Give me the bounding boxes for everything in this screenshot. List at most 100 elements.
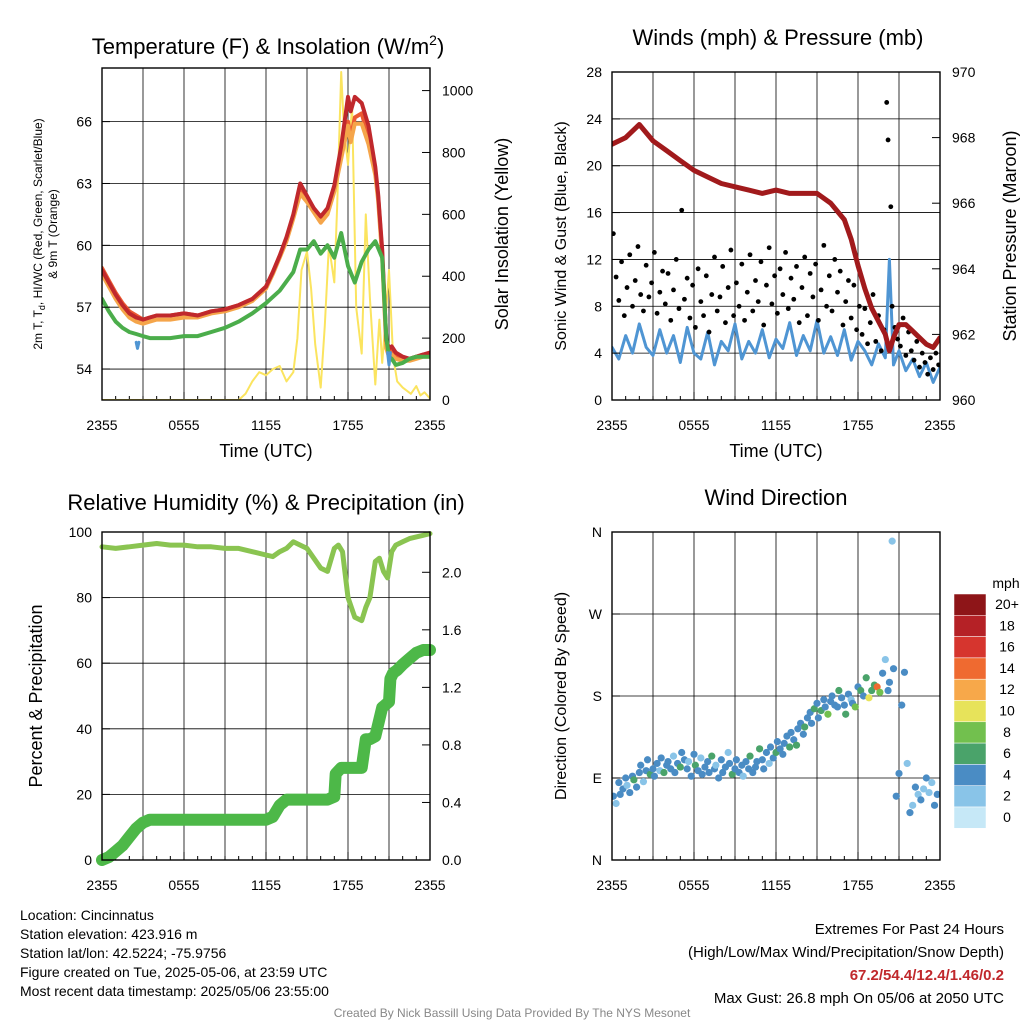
gust-point xyxy=(928,355,933,361)
series-pressure xyxy=(612,122,940,354)
plot-frame xyxy=(101,67,431,401)
y-right-axis-label: Solar Insolation (Yellow) xyxy=(492,138,512,330)
gust-point xyxy=(911,357,917,363)
y-tick-label: 0 xyxy=(84,852,92,868)
station-info: Location: Cincinnatus Station elevation:… xyxy=(20,906,329,1001)
y-tick-label: 100 xyxy=(69,524,93,540)
y-axis-label: Direction (Colored By Speed) xyxy=(553,592,570,800)
direction-point xyxy=(838,694,846,702)
direction-point xyxy=(889,665,898,673)
legend-swatch xyxy=(953,806,987,829)
x-tick-label: 0555 xyxy=(168,877,199,893)
gust-point xyxy=(684,275,690,281)
gust-point xyxy=(919,350,925,356)
gust-point xyxy=(903,353,909,358)
y-tick-label: 80 xyxy=(76,590,92,606)
x-tick-label: 2355 xyxy=(596,877,627,893)
chart-title: Wind Direction xyxy=(704,485,847,510)
direction-point xyxy=(821,703,829,711)
legend-label: 16 xyxy=(999,639,1015,655)
x-tick-label: 2355 xyxy=(924,417,955,433)
gust-point xyxy=(772,273,778,279)
gust-point xyxy=(884,100,890,105)
direction-point xyxy=(914,790,922,799)
gust-point xyxy=(783,250,788,255)
gust-point xyxy=(908,348,914,354)
gust-point xyxy=(769,301,775,307)
direction-point xyxy=(810,705,818,713)
gust-point xyxy=(885,137,891,143)
station-location: Location: Cincinnatus xyxy=(20,907,154,923)
gust-point xyxy=(791,296,797,302)
direction-point xyxy=(712,761,720,769)
gust-point xyxy=(714,308,720,314)
y-tick-label: 60 xyxy=(76,237,92,253)
title-close: ) xyxy=(437,34,444,59)
direction-point xyxy=(616,790,624,799)
x-tick-label: 2355 xyxy=(86,417,117,433)
gust-point xyxy=(914,339,920,344)
series-group xyxy=(612,100,940,384)
legend-swatch xyxy=(953,700,987,723)
direction-point xyxy=(728,770,736,778)
direction-point xyxy=(633,783,641,791)
direction-point xyxy=(660,768,668,777)
gust-point xyxy=(846,278,851,283)
gust-point xyxy=(933,350,939,356)
figure-credit: Created By Nick Bassill Using Data Provi… xyxy=(333,1006,691,1020)
gust-point xyxy=(774,310,780,316)
gust-point xyxy=(840,322,846,328)
gust-point xyxy=(867,320,873,326)
chart-title: Relative Humidity (%) & Precipitation (i… xyxy=(67,490,464,515)
series-group xyxy=(612,537,940,817)
gust-point xyxy=(612,231,616,237)
x-tick-label: 2355 xyxy=(596,417,627,433)
direction-point xyxy=(643,756,652,764)
direction-point xyxy=(753,758,761,766)
direction-point xyxy=(612,792,617,800)
gust-point xyxy=(668,317,674,323)
direction-point xyxy=(746,752,754,760)
legend-title: mph xyxy=(992,575,1019,591)
x-axis-label: Time (UTC) xyxy=(729,441,822,461)
gust-point xyxy=(900,315,906,321)
gust-point xyxy=(750,308,756,314)
gust-point xyxy=(922,360,928,365)
gust-point xyxy=(635,244,641,249)
y-right-tick-label: 968 xyxy=(952,130,976,146)
direction-point xyxy=(623,781,631,789)
gust-point xyxy=(807,271,813,276)
figure-created: Figure created on Tue, 2025-05-06, at 23… xyxy=(20,964,328,980)
gust-point xyxy=(665,271,671,276)
x-tick-label: 1755 xyxy=(842,877,873,893)
legend-swatch xyxy=(953,636,987,659)
direction-point xyxy=(851,703,859,711)
gust-point xyxy=(703,273,709,279)
gust-point xyxy=(690,282,696,288)
y-right-tick-label: 1.6 xyxy=(442,622,462,638)
direction-point xyxy=(653,759,661,768)
gust-point xyxy=(854,327,860,333)
gust-point xyxy=(761,322,767,328)
gust-point xyxy=(643,262,649,268)
gust-point xyxy=(723,320,728,326)
chart-title: Winds (mph) & Pressure (mb) xyxy=(633,25,924,50)
gust-point xyxy=(624,285,630,290)
y-right-tick-label: 0 xyxy=(442,392,450,408)
gust-point xyxy=(720,264,726,269)
direction-point xyxy=(842,710,850,718)
direction-point xyxy=(683,765,691,773)
direction-point xyxy=(900,668,909,676)
gust-point xyxy=(777,266,783,272)
legend-swatch xyxy=(953,785,987,808)
gust-point xyxy=(638,292,644,297)
x-tick-label: 1755 xyxy=(842,417,873,433)
gust-point xyxy=(856,303,862,309)
series-group xyxy=(96,531,436,866)
gust-point xyxy=(936,362,940,368)
gust-point xyxy=(649,280,655,286)
y-tick-label: 20 xyxy=(76,786,92,802)
gust-point xyxy=(676,306,682,312)
direction-point xyxy=(885,678,894,686)
direction-point xyxy=(906,809,914,817)
